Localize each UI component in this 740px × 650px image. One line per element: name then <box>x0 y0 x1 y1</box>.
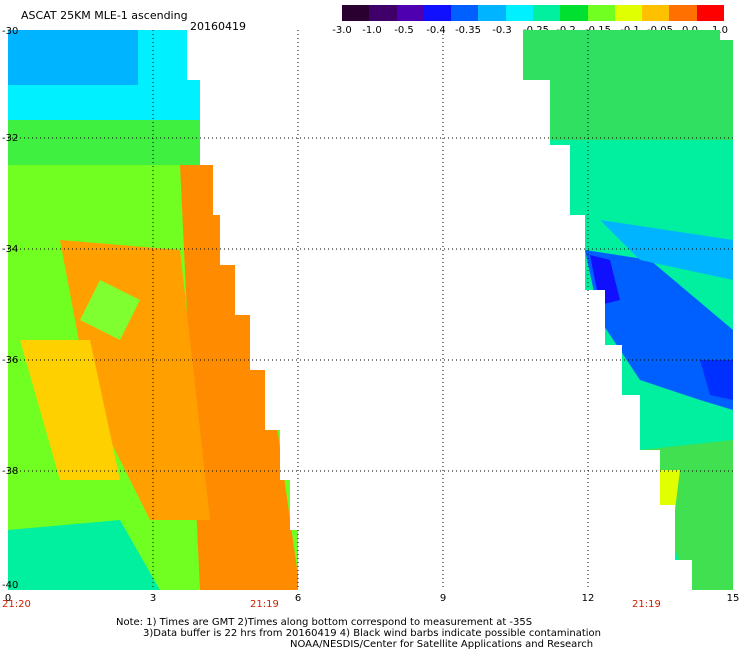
map-title: ASCAT 25KM MLE-1 ascending <box>21 9 188 22</box>
colorbar-swatch <box>342 5 370 21</box>
lon-label: 12 <box>581 593 595 604</box>
colorbar <box>342 5 724 21</box>
colorbar-swatch <box>696 5 724 21</box>
colorbar-swatch <box>560 5 588 21</box>
lat-label: -40 <box>2 580 19 591</box>
colorbar-swatch <box>478 5 506 21</box>
map-date: 20160419 <box>190 20 246 33</box>
lon-label: 15 <box>726 593 740 604</box>
lat-label: -34 <box>2 244 19 255</box>
colorbar-swatch <box>642 5 670 21</box>
colorbar-tick-label: -0.35 <box>455 25 481 36</box>
lon-label: 0 <box>4 593 12 604</box>
footnote-line-3: NOAA/NESDIS/Center for Satellite Applica… <box>290 639 594 650</box>
time-label: 21:19 <box>250 599 279 610</box>
colorbar-tick-label: -0.5 <box>394 25 414 36</box>
colorbar-tick-label: -0.4 <box>426 25 446 36</box>
lat-label: -30 <box>2 26 19 37</box>
colorbar-swatch <box>587 5 615 21</box>
colorbar-swatch <box>396 5 424 21</box>
colorbar-swatch <box>505 5 533 21</box>
lon-label: 3 <box>149 593 157 604</box>
left-swath <box>8 30 298 590</box>
lat-label: -38 <box>2 466 19 477</box>
graticule <box>8 30 733 590</box>
time-label: 21:20 <box>2 599 31 610</box>
colorbar-tick-label: -0.3 <box>492 25 512 36</box>
colorbar-swatch <box>423 5 452 21</box>
colorbar-swatch <box>669 5 697 21</box>
colorbar-swatch <box>369 5 397 21</box>
lon-label: 6 <box>294 593 302 604</box>
colorbar-swatch <box>451 5 479 21</box>
colorbar-swatch <box>532 5 561 21</box>
colorbar-tick-label: -1.0 <box>362 25 382 36</box>
colorbar-tick-label: -3.0 <box>332 25 352 36</box>
lon-label: 9 <box>439 593 447 604</box>
time-label: 21:19 <box>632 599 661 610</box>
lat-label: -36 <box>2 355 19 366</box>
footnote-line-2: 3)Data buffer is 22 hrs from 20160419 4)… <box>143 628 601 639</box>
footnote-line-1: Note: 1) Times are GMT 2)Times along bot… <box>116 617 533 628</box>
colorbar-swatch <box>614 5 643 21</box>
right-swath <box>523 30 733 590</box>
lat-label: -32 <box>2 133 19 144</box>
